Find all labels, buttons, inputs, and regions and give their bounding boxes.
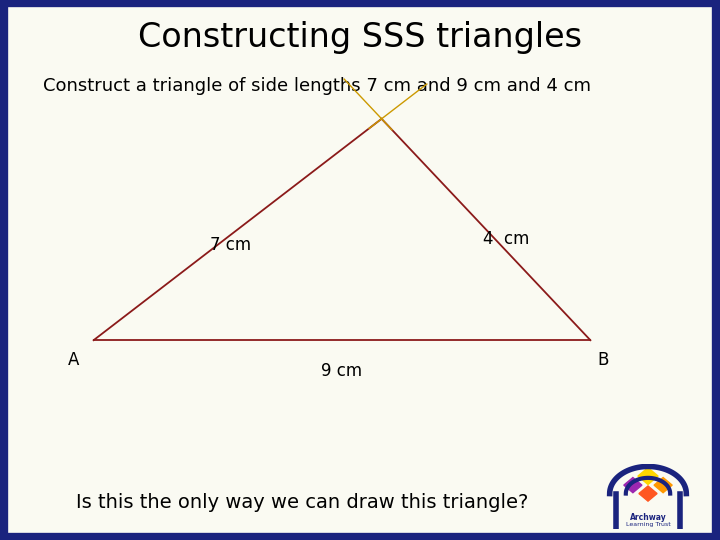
Text: 7 cm: 7 cm bbox=[210, 235, 251, 254]
Text: 9 cm: 9 cm bbox=[321, 362, 363, 380]
Text: Is this the only way we can draw this triangle?: Is this the only way we can draw this tr… bbox=[76, 492, 528, 512]
Polygon shape bbox=[654, 477, 672, 492]
Text: Constructing SSS triangles: Constructing SSS triangles bbox=[138, 21, 582, 55]
Polygon shape bbox=[624, 477, 642, 492]
Polygon shape bbox=[638, 468, 658, 484]
Text: B: B bbox=[598, 351, 609, 369]
Polygon shape bbox=[639, 486, 657, 501]
Text: Learning Trust: Learning Trust bbox=[626, 522, 670, 527]
Text: Construct a triangle of side lengths 7 cm and 9 cm and 4 cm: Construct a triangle of side lengths 7 c… bbox=[43, 77, 591, 96]
Text: Archway: Archway bbox=[629, 513, 667, 522]
Text: 4  cm: 4 cm bbox=[483, 230, 529, 248]
Text: A: A bbox=[68, 351, 79, 369]
